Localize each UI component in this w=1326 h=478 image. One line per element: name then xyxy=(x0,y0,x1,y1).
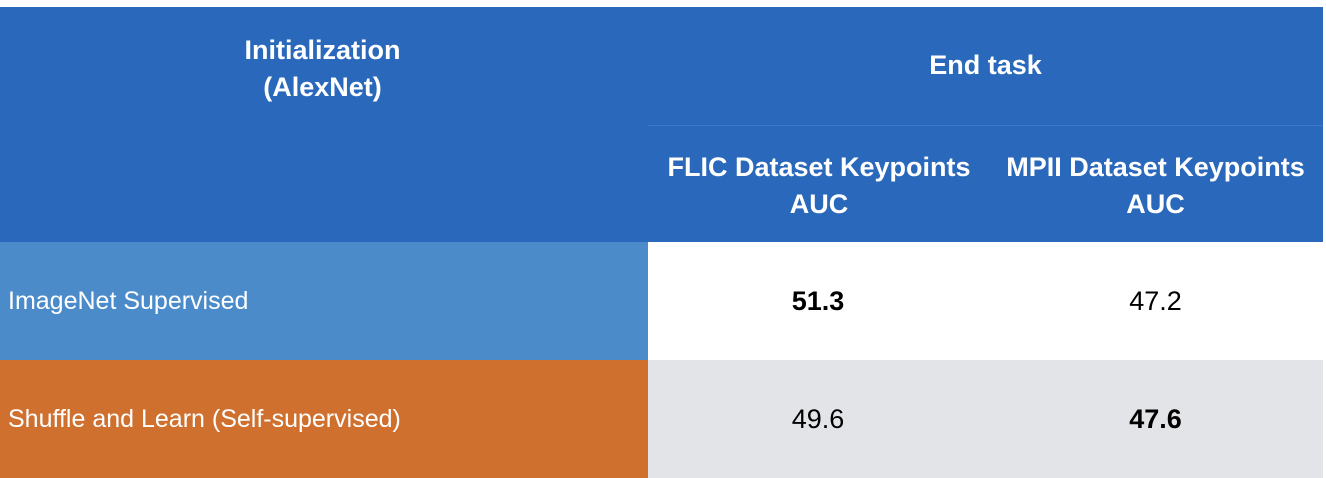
table-row: Shuffle and Learn (Self-supervised) 49.6… xyxy=(0,360,1323,478)
value-shuffle-flic: 49.6 xyxy=(791,403,845,434)
header-end-task: End task xyxy=(929,50,1042,80)
table-row: ImageNet Supervised 51.3 47.2 xyxy=(0,242,1323,360)
header-flic-line1: FLIC Dataset Keypoints xyxy=(667,152,971,182)
row-label-shuffle-and-learn: Shuffle and Learn (Self-supervised) xyxy=(0,360,648,478)
results-table: Initialization (AlexNet) End task FLIC D… xyxy=(0,7,1323,478)
header-divider xyxy=(648,125,1323,126)
header-mpii-column: MPII Dataset Keypoints AUC xyxy=(993,149,1318,223)
header-flic-column: FLIC Dataset Keypoints AUC xyxy=(655,149,983,223)
value-shuffle-mpii: 47.6 xyxy=(1129,403,1182,434)
header-initialization: Initialization (AlexNet) xyxy=(0,32,645,106)
table-header: Initialization (AlexNet) End task FLIC D… xyxy=(0,7,1323,242)
header-mpii-line2: AUC xyxy=(1126,189,1185,219)
row-values: 49.6 47.6 xyxy=(648,360,1323,478)
row-label-imagenet: ImageNet Supervised xyxy=(0,242,648,360)
value-imagenet-mpii: 47.2 xyxy=(1129,285,1182,316)
header-initialization-line2: (AlexNet) xyxy=(263,72,382,102)
header-mpii-line1: MPII Dataset Keypoints xyxy=(1006,152,1305,182)
header-initialization-line1: Initialization xyxy=(244,35,401,65)
row-values: 51.3 47.2 xyxy=(648,242,1323,360)
header-flic-line2: AUC xyxy=(789,189,849,219)
value-imagenet-flic: 51.3 xyxy=(791,285,845,316)
